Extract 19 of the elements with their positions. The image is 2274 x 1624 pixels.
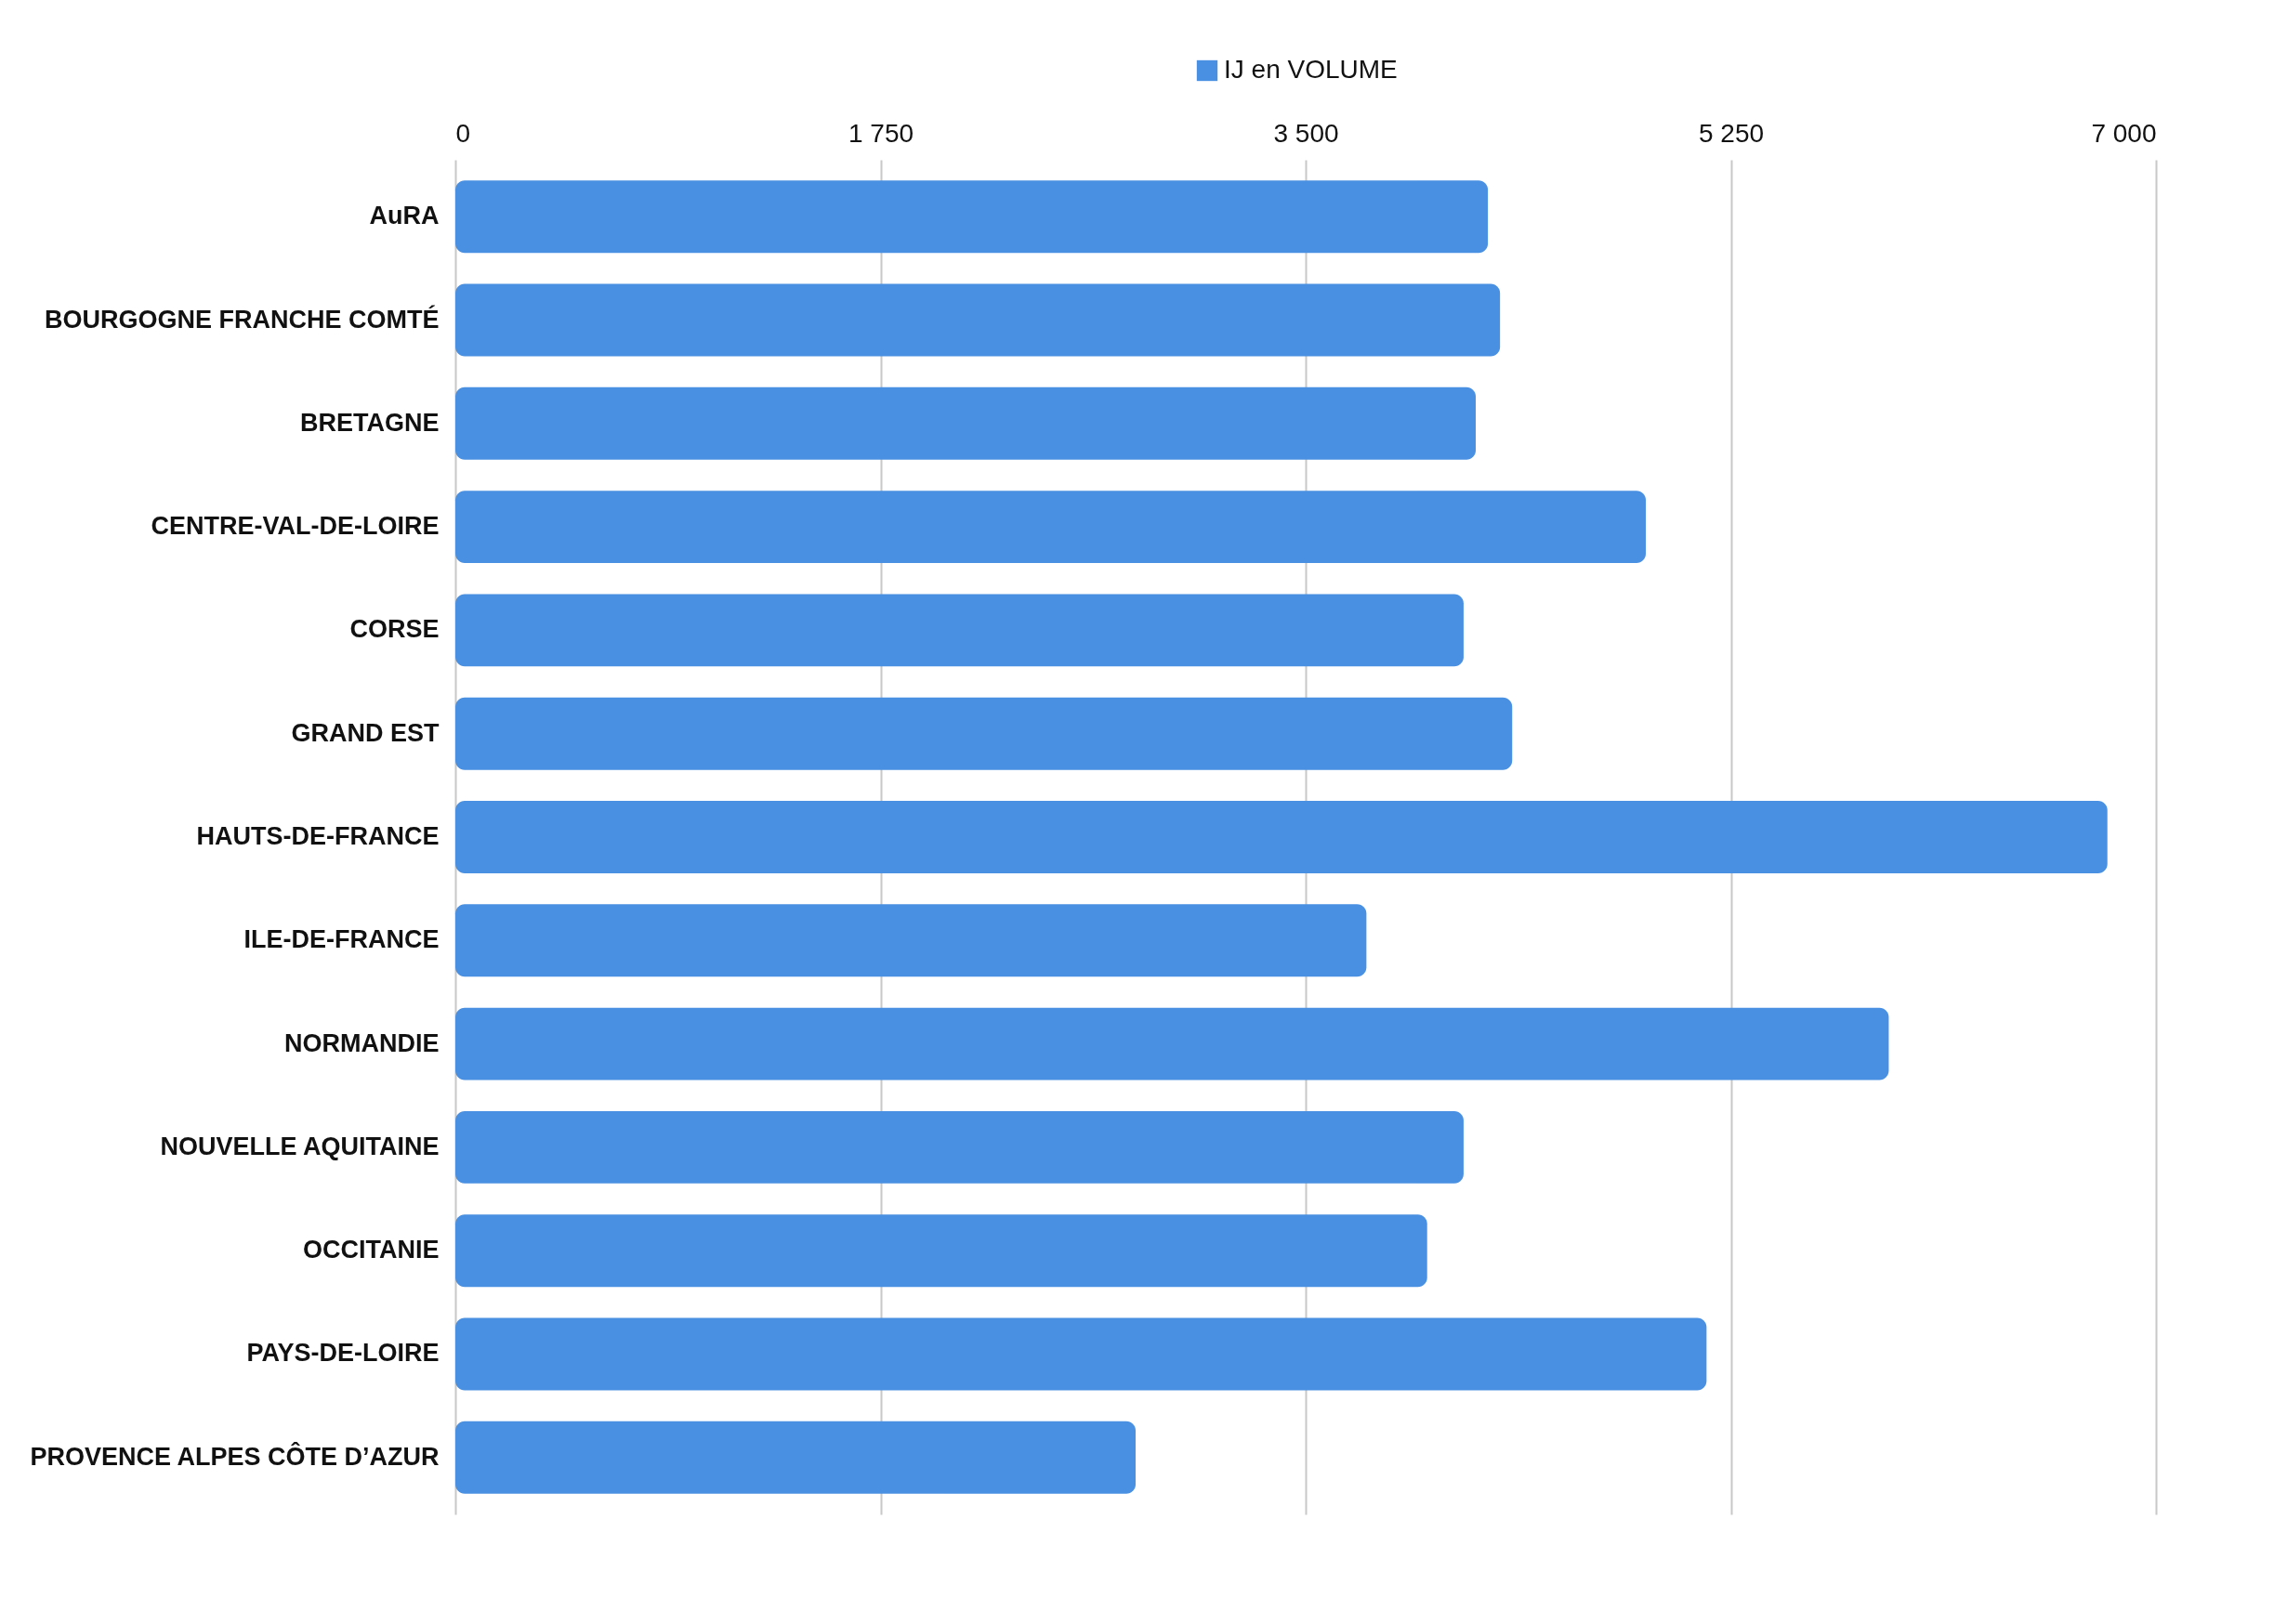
x-tick-label: 7 000 [2091, 118, 2157, 148]
y-tick-label: PAYS-DE-LOIRE [246, 1339, 440, 1368]
y-tick-label: OCCITANIE [303, 1236, 440, 1264]
y-tick-label: CENTRE-VAL-DE-LOIRE [151, 512, 440, 541]
x-tick-label: 1 750 [848, 118, 914, 148]
y-tick-label: NOUVELLE AQUITAINE [160, 1132, 440, 1160]
legend-label: IJ en VOLUME [1224, 55, 1398, 84]
y-tick-label: ILE-DE-FRANCE [243, 925, 440, 954]
y-tick-label: GRAND EST [291, 718, 440, 747]
y-tick-label: BOURGOGNE FRANCHE COMTÉ [45, 304, 440, 334]
y-tick-label: AuRA [369, 202, 440, 230]
x-tick-label: 5 250 [1698, 118, 1765, 148]
y-tick-label: HAUTS-DE-FRANCE [196, 822, 440, 850]
x-tick-label: 0 [455, 118, 471, 148]
y-tick-label: BRETAGNE [299, 408, 440, 437]
y-tick-label: NORMANDIE [284, 1028, 440, 1057]
x-tick-label: 3 500 [1273, 118, 1339, 148]
y-tick-label: CORSE [349, 615, 440, 644]
y-tick-label: PROVENCE ALPES CÔTE D’AZUR [30, 1441, 440, 1471]
